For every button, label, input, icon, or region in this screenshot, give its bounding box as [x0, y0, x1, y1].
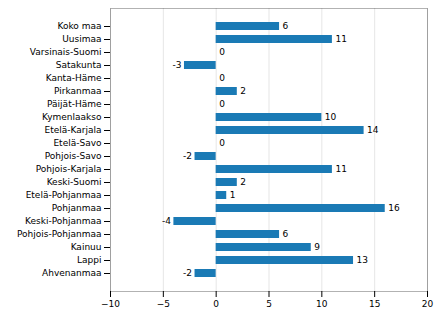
svg-text:Pohjois-Karjala: Pohjois-Karjala: [36, 164, 102, 174]
svg-text:Etelä-Pohjanmaa: Etelä-Pohjanmaa: [26, 190, 102, 200]
svg-text:2: 2: [240, 86, 246, 96]
svg-text:Päijät-Häme: Päijät-Häme: [47, 99, 102, 109]
svg-text:15: 15: [369, 299, 380, 309]
svg-text:10: 10: [325, 112, 337, 122]
svg-text:16: 16: [388, 203, 400, 213]
svg-text:Keski-Suomi: Keski-Suomi: [47, 177, 102, 187]
svg-text:-2: -2: [183, 151, 192, 161]
svg-text:−5: −5: [157, 299, 170, 309]
svg-text:9: 9: [314, 242, 320, 252]
svg-text:Pohjois-Savo: Pohjois-Savo: [45, 151, 102, 161]
svg-text:11: 11: [335, 34, 346, 44]
svg-text:-3: -3: [172, 60, 181, 70]
svg-text:Keski-Pohjanmaa: Keski-Pohjanmaa: [25, 216, 101, 226]
svg-text:Ahvenanmaa: Ahvenanmaa: [42, 268, 101, 278]
svg-text:Kainuu: Kainuu: [71, 242, 102, 252]
svg-text:Lappi: Lappi: [77, 255, 101, 265]
svg-text:-4: -4: [162, 216, 171, 226]
svg-text:Koko maa: Koko maa: [57, 21, 101, 31]
svg-text:Kanta-Häme: Kanta-Häme: [46, 73, 102, 83]
svg-text:Etelä-Karjala: Etelä-Karjala: [44, 125, 101, 135]
svg-text:1: 1: [230, 190, 236, 200]
svg-text:0: 0: [219, 138, 225, 148]
svg-text:Varsinais-Suomi: Varsinais-Suomi: [30, 47, 102, 57]
svg-text:0: 0: [219, 99, 225, 109]
svg-text:5: 5: [266, 299, 272, 309]
svg-text:6: 6: [283, 21, 289, 31]
svg-text:Satakunta: Satakunta: [56, 60, 102, 70]
svg-text:Kymenlaakso: Kymenlaakso: [42, 112, 102, 122]
svg-text:20: 20: [422, 299, 434, 309]
svg-text:11: 11: [335, 164, 346, 174]
svg-text:10: 10: [316, 299, 328, 309]
svg-text:0: 0: [219, 73, 225, 83]
svg-text:-2: -2: [183, 268, 192, 278]
svg-text:Pohjanmaa: Pohjanmaa: [52, 203, 102, 213]
svg-text:−10: −10: [101, 299, 120, 309]
svg-text:2: 2: [240, 177, 246, 187]
svg-text:Pirkanmaa: Pirkanmaa: [54, 86, 102, 96]
svg-text:0: 0: [213, 299, 219, 309]
svg-text:6: 6: [283, 229, 289, 239]
svg-text:Pohjois-Pohjanmaa: Pohjois-Pohjanmaa: [17, 229, 102, 239]
svg-text:Uusimaa: Uusimaa: [62, 34, 101, 44]
svg-text:13: 13: [357, 255, 368, 265]
svg-text:Etelä-Savo: Etelä-Savo: [53, 138, 102, 148]
svg-text:14: 14: [367, 125, 379, 135]
svg-text:0: 0: [219, 47, 225, 57]
